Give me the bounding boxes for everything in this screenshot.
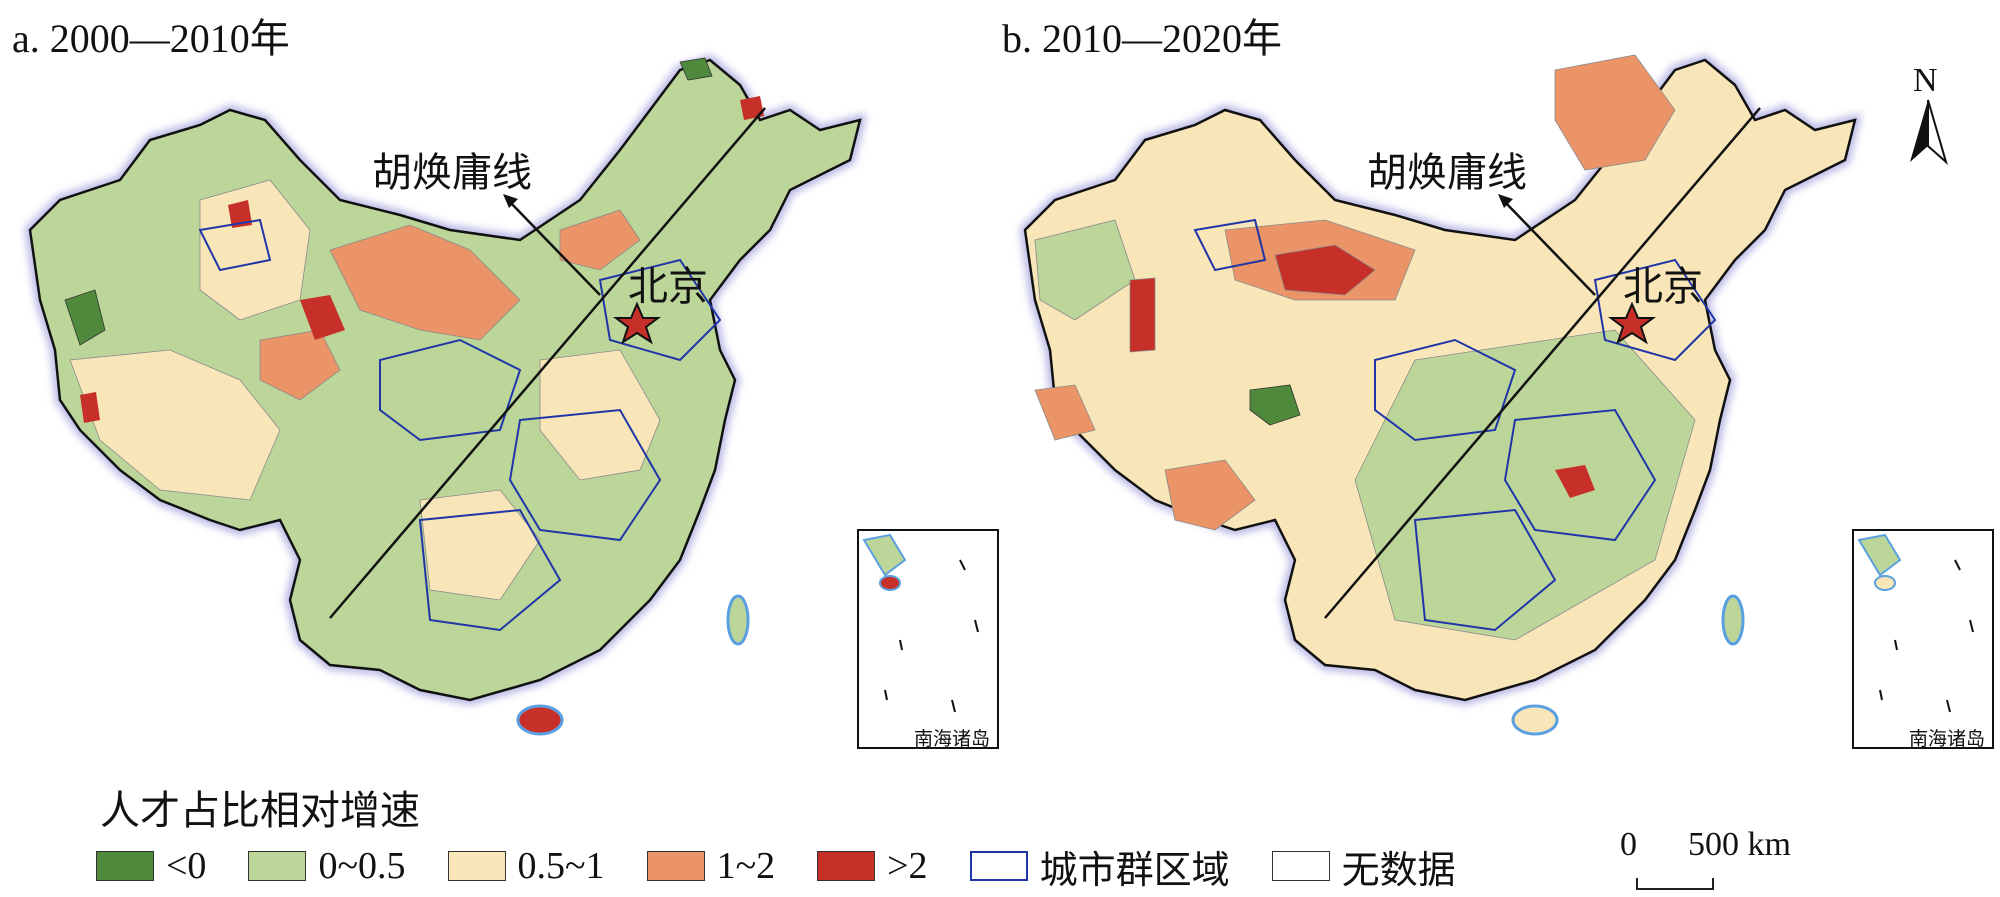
legend-item: 无数据 (1271, 839, 1456, 894)
city-cluster-outline (379, 338, 522, 442)
scale-bar-line (1636, 878, 1714, 890)
legend-title: 人才占比相对增速 (100, 788, 420, 834)
legend-swatch (1271, 851, 1330, 881)
legend-item: >2 (817, 844, 928, 888)
region-veryhigh-east (1555, 465, 1595, 498)
hu-line-label-a: 胡焕庸线 (372, 150, 532, 196)
region-low-east (1354, 329, 1696, 641)
city-cluster-outline (198, 218, 272, 272)
city-cluster-outline (1413, 508, 1557, 632)
panel-a-title: a. 2000—2010年 (12, 16, 290, 61)
legend-item: 城市群区域 (969, 839, 1230, 894)
legend-swatch (96, 851, 154, 881)
inset-dash-line (884, 559, 979, 713)
legend-item: <0 (96, 844, 206, 888)
hu-line-arrowhead (503, 194, 518, 208)
map-panel-a (24, 54, 999, 749)
hu-line-pointer (1502, 199, 1596, 296)
city-cluster-outline (1593, 258, 1717, 362)
city-cluster-outline (1193, 218, 1267, 272)
panel-b-title: b. 2010—2020年 (1002, 16, 1282, 61)
legend-label: 0.5~1 (517, 845, 605, 887)
region-neg-qinghai (1249, 384, 1301, 426)
region-neg-north (679, 57, 713, 81)
legend-swatch (817, 851, 876, 881)
inset-coast (862, 533, 907, 577)
region-veryhigh-4 (80, 392, 100, 423)
legend-label: 0~0.5 (318, 845, 406, 887)
city-cluster-outline (1503, 408, 1657, 542)
inset-dash-line (1879, 559, 1974, 713)
region-veryhigh-inner-mongolia (1274, 244, 1376, 296)
inset-label-a: 南海诸岛 (914, 728, 991, 750)
legend-label: 无数据 (1341, 847, 1456, 892)
beijing-star (613, 301, 661, 345)
legend-swatch (969, 851, 1028, 881)
beijing-label-b: 北京 (1623, 264, 1703, 310)
hainan-island (1511, 704, 1559, 736)
scale-zero-label: 0 (1620, 826, 1637, 863)
legend-item: 0.5~1 (447, 844, 605, 888)
region-high-south-tibet (1164, 459, 1256, 531)
city-cluster-outline (1374, 338, 1517, 442)
hu-line-label-b: 胡焕庸线 (1367, 150, 1527, 196)
region-high-inner-mongolia (329, 224, 521, 341)
north-label: N (1913, 62, 1938, 99)
inset-hainan (1874, 575, 1896, 591)
region-veryhigh-1 (300, 295, 345, 340)
hu-line-pointer (507, 199, 601, 296)
legend-label: >2 (887, 845, 928, 887)
legend-item: 1~2 (646, 844, 776, 888)
city-cluster-outline (598, 258, 722, 362)
region-mid-east (539, 349, 661, 481)
region-neg-xinjiang-west (64, 289, 106, 346)
legend: <0 0~0.5 0.5~1 1~2 >2 城市群区域 无数据 (96, 844, 1498, 892)
hu-line-arrowhead (1498, 194, 1513, 208)
hu-line (329, 107, 766, 619)
city-cluster-outline (418, 508, 562, 632)
inset-label-b: 南海诸岛 (1909, 728, 1986, 750)
inset-coast (1857, 533, 1902, 577)
legend-item: 0~0.5 (248, 844, 406, 888)
region-mid-tibet (69, 349, 281, 501)
north-arrow-icon (1910, 99, 1948, 166)
taiwan-island (1721, 594, 1745, 646)
region-low-xinjiang (1034, 219, 1136, 321)
region-veryhigh-3 (740, 96, 764, 120)
region-veryhigh-xinjiang (1129, 277, 1156, 353)
beijing-star (1608, 301, 1656, 345)
legend-swatch (447, 851, 506, 881)
scale-bar: 0 500 km (1620, 826, 1791, 890)
legend-swatch (248, 851, 307, 881)
legend-label: <0 (166, 845, 207, 887)
region-high-tibet (1034, 384, 1096, 441)
map-panel-b (1019, 54, 1994, 749)
region-veryhigh-2 (228, 200, 252, 228)
beijing-label-a: 北京 (628, 264, 708, 310)
city-cluster-outline (508, 408, 662, 542)
region-high-northeast (1554, 54, 1676, 171)
scale-value-label: 500 km (1688, 826, 1791, 863)
legend-label: 1~2 (716, 845, 776, 887)
taiwan-island (726, 594, 750, 646)
legend-swatch (646, 851, 705, 881)
inset-hainan (879, 575, 901, 591)
region-high-qinghai (259, 329, 341, 401)
hu-line (1324, 107, 1761, 619)
hainan-island (516, 704, 564, 736)
legend-label: 城市群区域 (1039, 847, 1230, 892)
